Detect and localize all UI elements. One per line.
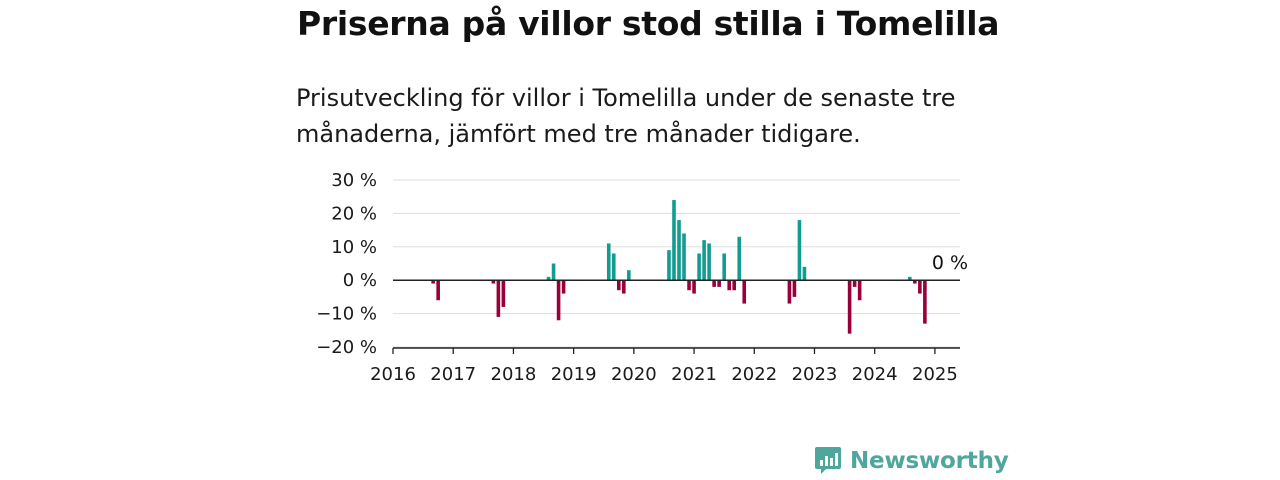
bar: [702, 240, 706, 281]
bar: [908, 276, 912, 281]
y-axis-ticks: 30 % 20 % 10 % 0 % −10 % −20 %: [316, 170, 377, 358]
x-tick-label: 2025: [912, 364, 958, 385]
axes: [393, 279, 960, 349]
bar: [546, 276, 551, 281]
bar: [611, 253, 616, 281]
x-tick-label: 2018: [491, 364, 537, 385]
bar: [737, 236, 742, 281]
x-axis-ticks: 2016 2017 2018 2019 2020 2021 2022 2023 2024 2025: [370, 348, 958, 385]
x-tick-label: 2021: [671, 364, 717, 385]
brand-name: Newsworthy: [850, 448, 1009, 474]
bar: [717, 280, 721, 287]
y-tick-label: −20 %: [316, 337, 377, 358]
bar: [561, 280, 566, 294]
bar: [697, 253, 701, 281]
bar: [682, 233, 686, 281]
bars: [431, 200, 927, 334]
y-tick-label: 0 %: [343, 270, 377, 291]
y-tick-label: 20 %: [331, 203, 377, 224]
chart-title: Priserna på villor stod stilla i Tomelil…: [297, 4, 1000, 43]
value-annotation: 0 %: [932, 252, 968, 274]
bar: [687, 280, 691, 291]
x-tick-label: 2020: [611, 364, 657, 385]
bar: [627, 270, 631, 281]
bar: [857, 280, 862, 301]
chart-subtitle: Prisutveckling för villor i Tomelilla un…: [296, 84, 956, 148]
bar: [913, 280, 917, 284]
bar: [918, 280, 922, 294]
x-tick-label: 2023: [792, 364, 838, 385]
bar: [797, 220, 802, 281]
bar: [622, 280, 626, 294]
bar: [496, 280, 501, 317]
bar: [712, 280, 716, 287]
x-tick-label: 2019: [551, 364, 597, 385]
bar: [556, 280, 561, 321]
bar: [852, 280, 857, 287]
bar: [722, 253, 726, 281]
bar: [491, 280, 496, 284]
bar: [672, 200, 676, 281]
x-tick-label: 2024: [852, 364, 898, 385]
bar: [501, 280, 506, 307]
bar: [431, 280, 435, 284]
bar: [847, 280, 852, 334]
y-tick-label: 30 %: [331, 170, 377, 191]
bar: [707, 243, 711, 281]
annotations: 0 %: [932, 252, 968, 274]
bar: [732, 280, 736, 291]
x-tick-label: 2016: [370, 364, 416, 385]
y-tick-label: 10 %: [331, 237, 377, 258]
bar: [802, 266, 807, 281]
bar: [436, 280, 440, 301]
x-tick-label: 2017: [430, 364, 476, 385]
bar: [617, 280, 621, 291]
newsworthy-logo[interactable]: Newsworthy: [814, 446, 1009, 476]
bar: [787, 280, 792, 304]
y-tick-label: −10 %: [316, 304, 377, 325]
bar: [677, 220, 681, 281]
bar: [667, 250, 671, 281]
bar: [692, 280, 696, 294]
bar: [606, 243, 611, 281]
bar: [923, 280, 927, 324]
bar: [742, 280, 747, 304]
bar: [727, 280, 731, 291]
x-tick-label: 2022: [731, 364, 777, 385]
newsworthy-logo-icon: [815, 447, 841, 474]
bar: [792, 280, 797, 297]
bar: [551, 263, 556, 281]
grid-lines: [393, 179, 960, 348]
